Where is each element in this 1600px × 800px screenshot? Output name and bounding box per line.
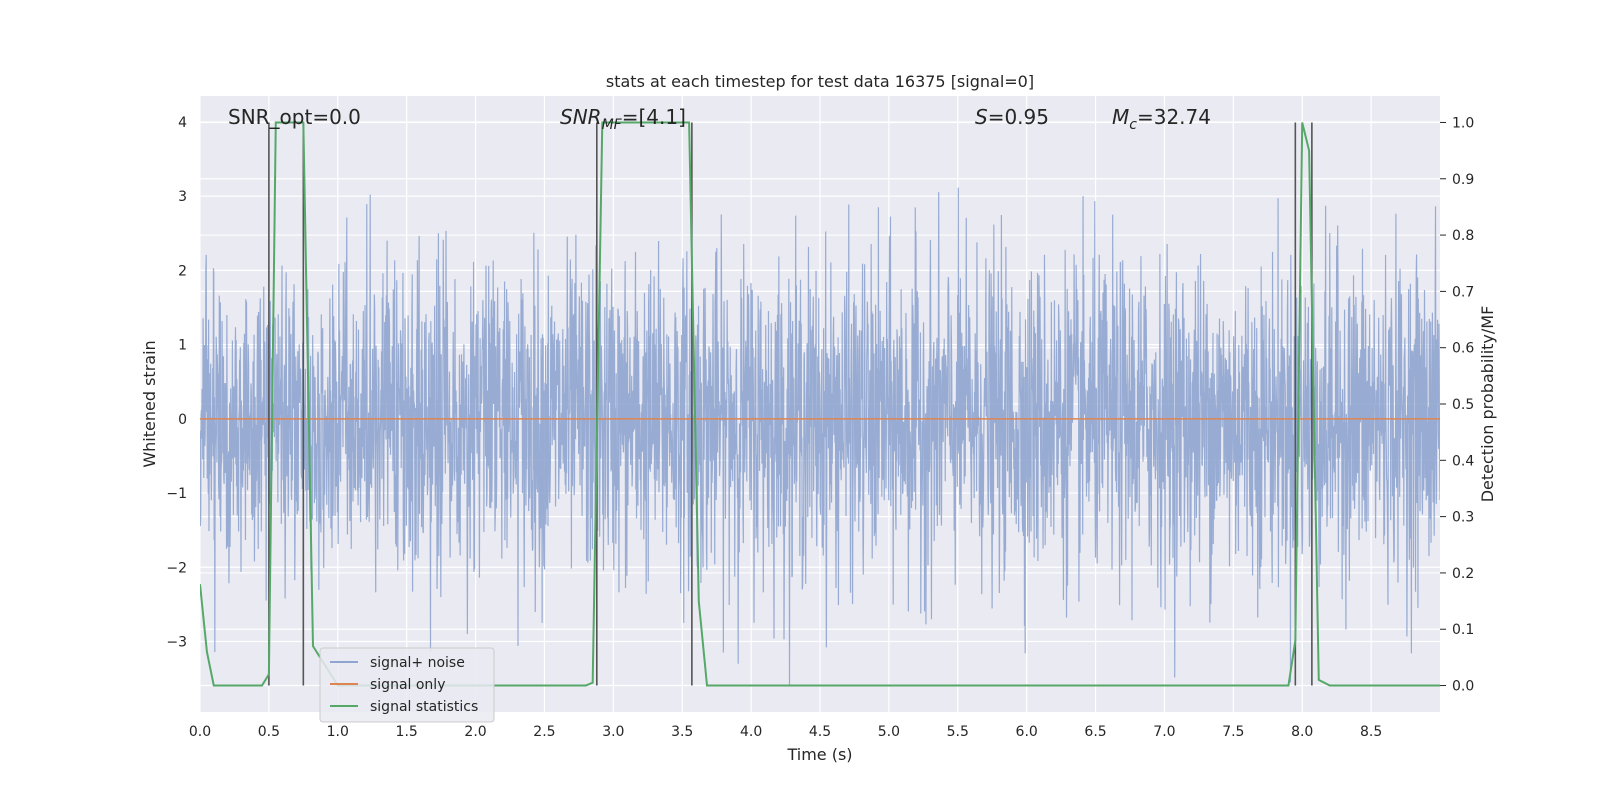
x-axis-label: Time (s) (786, 745, 852, 764)
x-tick-label: 7.0 (1153, 724, 1175, 740)
y-left-axis-label: Whitened strain (140, 340, 159, 467)
y-left-tick-label: 0 (178, 412, 187, 428)
x-tick-label: 2.0 (464, 724, 486, 740)
x-tick-label: 3.5 (671, 724, 693, 740)
x-tick-label: 8.5 (1360, 724, 1382, 740)
s-value: =0.95 (988, 105, 1049, 129)
x-tick-label: 1.5 (396, 724, 418, 740)
x-tick-label: 4.5 (809, 724, 831, 740)
signal-statistics-series (200, 121, 1440, 687)
y-right-axis-ticks: 0.0 0.1 0.2 0.3 0.4 0.5 0.6 0.7 0.8 0.9 1.0 (1440, 115, 1474, 695)
y-right-tick-label: 0.4 (1452, 453, 1474, 469)
y-right-tick-label: 0.0 (1452, 679, 1474, 695)
x-tick-label: 6.0 (1016, 724, 1038, 740)
annotation-snr-mf: SNRMF=[4.1] (560, 105, 686, 133)
y-right-axis-label: Detection probability/MF (1478, 306, 1497, 503)
y-left-tick-label: 3 (178, 189, 187, 205)
legend-label-signal-noise: signal+ noise (370, 655, 465, 671)
y-left-tick-label: −1 (166, 486, 187, 502)
snr-mf-sub: MF (602, 117, 623, 133)
signal-statistics-line (200, 121, 1440, 687)
annotation-snr-opt: SNR_opt=0.0 (228, 105, 361, 129)
legend-label-signal-only: signal only (370, 677, 445, 693)
y-right-tick-label: 0.1 (1452, 622, 1474, 638)
y-left-tick-label: −3 (166, 634, 187, 650)
y-right-tick-label: 0.6 (1452, 341, 1474, 357)
y-left-tick-label: 1 (178, 338, 187, 354)
x-tick-label: 0.5 (258, 724, 280, 740)
y-right-tick-label: 0.8 (1452, 228, 1474, 244)
mc-sub: c (1129, 117, 1137, 133)
s-symbol: S (975, 105, 988, 129)
x-tick-label: 5.0 (878, 724, 900, 740)
snr-mf-base: SNR (560, 105, 602, 129)
annotation-s: S=0.95 (975, 105, 1049, 129)
y-right-tick-label: 0.7 (1452, 284, 1474, 300)
x-tick-label: 8.0 (1291, 724, 1313, 740)
mc-base: M (1112, 105, 1129, 129)
legend-box (319, 647, 495, 723)
x-tick-label: 6.5 (1084, 724, 1106, 740)
y-right-tick-label: 0.2 (1452, 566, 1474, 582)
x-tick-label: 2.5 (533, 724, 555, 740)
legend-label-signal-statistics: signal statistics (370, 699, 478, 715)
x-tick-label: 1.0 (327, 724, 349, 740)
x-axis-ticks: 0.0 0.5 1.0 1.5 2.0 2.5 3.0 3.5 4.0 4.5 5.0 5.5 6.0 6… (189, 724, 1382, 740)
y-left-tick-label: 2 (178, 263, 187, 279)
snr-mf-value: =[4.1] (622, 105, 686, 129)
annotation-mc: Mc=32.74 (1112, 105, 1211, 133)
chart-title: stats at each timestep for test data 163… (606, 72, 1034, 91)
y-left-tick-label: 4 (178, 115, 187, 131)
signal-noise-line (200, 187, 1440, 687)
signal-noise-series (200, 187, 1440, 687)
y-right-tick-label: 1.0 (1452, 115, 1474, 131)
x-tick-label: 5.5 (947, 724, 969, 740)
mc-value: =32.74 (1137, 105, 1211, 129)
x-tick-label: 7.5 (1222, 724, 1244, 740)
y-left-tick-label: −2 (166, 560, 187, 576)
y-left-axis-ticks: −3 −2 −1 0 1 2 3 4 (166, 115, 187, 651)
x-tick-label: 3.0 (602, 724, 624, 740)
y-right-tick-label: 0.3 (1452, 510, 1474, 526)
y-right-tick-label: 0.9 (1452, 172, 1474, 188)
y-right-tick-label: 0.5 (1452, 397, 1474, 413)
x-tick-label: 4.0 (740, 724, 762, 740)
legend: signal+ noise signal only signal statist… (319, 647, 495, 723)
x-tick-label: 0.0 (189, 724, 211, 740)
